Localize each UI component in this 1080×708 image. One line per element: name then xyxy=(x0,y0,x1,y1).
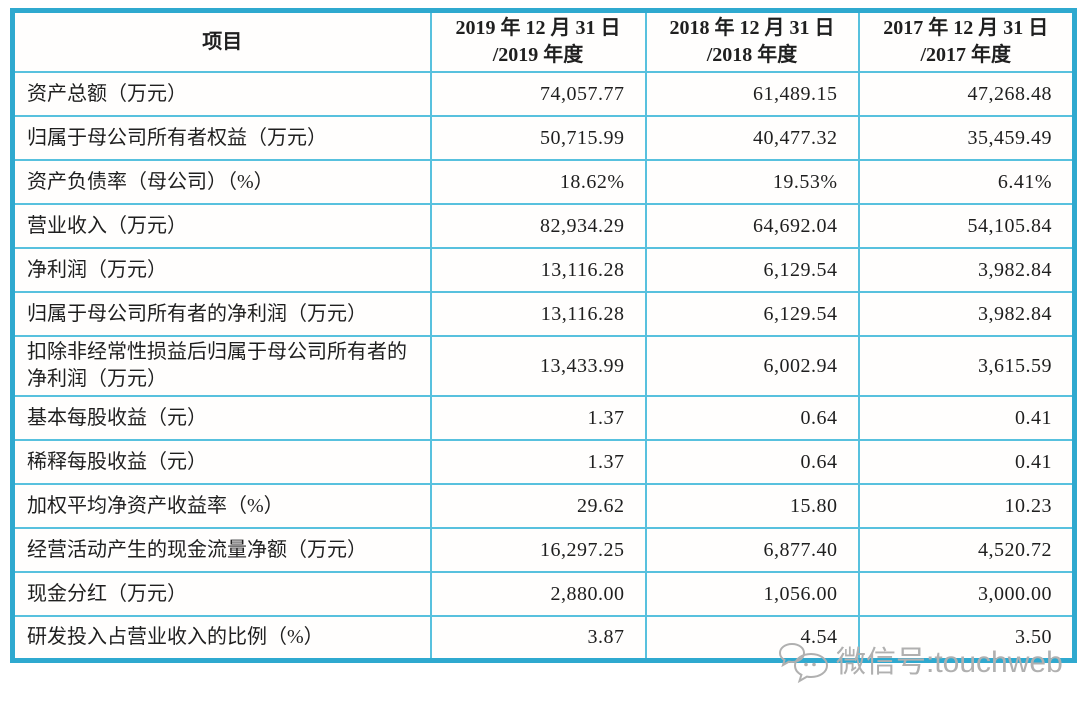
row-label-cell: 扣除非经常性损益后归属于母公司所有者的净利润（万元） xyxy=(11,335,432,397)
value-cell-2018: 15.80 xyxy=(644,483,860,529)
row-label-cell: 稀释每股收益（元） xyxy=(11,439,432,485)
watermark: 微信号:touchweb xyxy=(778,642,1063,684)
row-label-cell: 基本每股收益（元） xyxy=(11,395,432,441)
header-2017-line2: /2017 年度 xyxy=(920,44,1012,66)
header-column-2019: 2019 年 12 月 31 日 /2019 年度 xyxy=(429,9,647,73)
value-cell-2019: 74,057.77 xyxy=(429,71,647,117)
value-cell-2019: 50,715.99 xyxy=(429,115,647,161)
table-row: 研发投入占营业收入的比例（%） 3.87 4.54 3.50 xyxy=(11,615,1076,661)
row-label-cell: 资产总额（万元） xyxy=(11,71,432,117)
header-2017-line1: 2017 年 12 月 31 日 xyxy=(883,17,1049,39)
value-cell-2017: 0.41 xyxy=(857,439,1076,485)
value-cell-2019: 2,880.00 xyxy=(429,571,647,617)
value-cell-2017: 47,268.48 xyxy=(857,71,1076,117)
value-cell-2017: 10.23 xyxy=(857,483,1076,529)
value-cell-2018: 61,489.15 xyxy=(644,71,860,117)
watermark-text: 微信号:touchweb xyxy=(836,646,1063,679)
value-cell-2019: 13,433.99 xyxy=(429,335,647,397)
row-label-cell: 资产负债率（母公司）（%） xyxy=(11,159,432,205)
value-cell-2018: 0.64 xyxy=(644,439,860,485)
value-cell-2018: 19.53% xyxy=(644,159,860,205)
value-cell-2018: 40,477.32 xyxy=(644,115,860,161)
value-cell-2017: 4,520.72 xyxy=(857,527,1076,573)
value-cell-2017: 3,982.84 xyxy=(857,291,1076,337)
table-row: 加权平均净资产收益率（%） 29.62 15.80 10.23 xyxy=(11,483,1076,529)
value-cell-2018: 1,056.00 xyxy=(644,571,860,617)
value-cell-2019: 82,934.29 xyxy=(429,203,647,249)
value-cell-2017: 3,615.59 xyxy=(857,335,1076,397)
value-cell-2018: 6,129.54 xyxy=(644,247,860,293)
header-column-2018: 2018 年 12 月 31 日 /2018 年度 xyxy=(644,9,860,73)
value-cell-2018: 64,692.04 xyxy=(644,203,860,249)
value-cell-2019: 18.62% xyxy=(429,159,647,205)
row-label-cell: 营业收入（万元） xyxy=(11,203,432,249)
row-label-cell: 归属于母公司所有者的净利润（万元） xyxy=(11,291,432,337)
value-cell-2019: 1.37 xyxy=(429,395,647,441)
row-label-cell: 净利润（万元） xyxy=(11,247,432,293)
table-row: 资产负债率（母公司）（%） 18.62% 19.53% 6.41% xyxy=(11,159,1076,205)
table-row: 基本每股收益（元） 1.37 0.64 0.41 xyxy=(11,395,1076,441)
value-cell-2018: 6,002.94 xyxy=(644,335,860,397)
value-cell-2019: 13,116.28 xyxy=(429,291,647,337)
financial-summary-table: 项目 2019 年 12 月 31 日 /2019 年度 2018 年 12 月… xyxy=(10,8,1077,663)
header-column-2017: 2017 年 12 月 31 日 /2017 年度 xyxy=(857,9,1076,73)
value-cell-2019: 13,116.28 xyxy=(429,247,647,293)
table-row: 净利润（万元） 13,116.28 6,129.54 3,982.84 xyxy=(11,247,1076,293)
value-cell-2018: 0.64 xyxy=(644,395,860,441)
value-cell-2019: 16,297.25 xyxy=(429,527,647,573)
value-cell-2017: 35,459.49 xyxy=(857,115,1076,161)
value-cell-2018: 6,877.40 xyxy=(644,527,860,573)
row-label-cell: 加权平均净资产收益率（%） xyxy=(11,483,432,529)
table-row: 营业收入（万元） 82,934.29 64,692.04 54,105.84 xyxy=(11,203,1076,249)
row-label-cell: 经营活动产生的现金流量净额（万元） xyxy=(11,527,432,573)
table-row: 扣除非经常性损益后归属于母公司所有者的净利润（万元） 13,433.99 6,002… xyxy=(11,335,1076,397)
header-2018-line1: 2018 年 12 月 31 日 xyxy=(669,17,835,39)
header-2019-line1: 2019 年 12 月 31 日 xyxy=(455,17,621,39)
value-cell-2017: 54,105.84 xyxy=(857,203,1076,249)
value-cell-2018: 4.54 xyxy=(644,615,860,661)
row-label-cell: 归属于母公司所有者权益（万元） xyxy=(11,115,432,161)
table-row: 现金分红（万元） 2,880.00 1,056.00 3,000.00 xyxy=(11,571,1076,617)
value-cell-2017: 0.41 xyxy=(857,395,1076,441)
table-row: 归属于母公司所有者的净利润（万元） 13,116.28 6,129.54 3,982.… xyxy=(11,291,1076,337)
value-cell-2019: 1.37 xyxy=(429,439,647,485)
row-label-cell: 现金分红（万元） xyxy=(11,571,432,617)
header-2018-line2: /2018 年度 xyxy=(706,44,798,66)
value-cell-2017: 6.41% xyxy=(857,159,1076,205)
value-cell-2017: 3,982.84 xyxy=(857,247,1076,293)
value-cell-2017: 3.50 xyxy=(857,615,1076,661)
header-item-column: 项目 xyxy=(11,9,432,73)
value-cell-2017: 3,000.00 xyxy=(857,571,1076,617)
table-row: 经营活动产生的现金流量净额（万元） 16,297.25 6,877.40 4,520.… xyxy=(11,527,1076,573)
table-header-row: 项目 2019 年 12 月 31 日 /2019 年度 2018 年 12 月… xyxy=(11,9,1076,73)
wechat-icon xyxy=(778,642,830,684)
table-row: 归属于母公司所有者权益（万元） 50,715.99 40,477.32 35,459.… xyxy=(11,115,1076,161)
value-cell-2019: 29.62 xyxy=(429,483,647,529)
header-2019-line2: /2019 年度 xyxy=(492,44,584,66)
value-cell-2019: 3.87 xyxy=(429,615,647,661)
table-row: 稀释每股收益（元） 1.37 0.64 0.41 xyxy=(11,439,1076,485)
table-row: 资产总额（万元） 74,057.77 61,489.15 47,268.48 xyxy=(11,71,1076,117)
value-cell-2018: 6,129.54 xyxy=(644,291,860,337)
row-label-cell: 研发投入占营业收入的比例（%） xyxy=(11,615,432,661)
